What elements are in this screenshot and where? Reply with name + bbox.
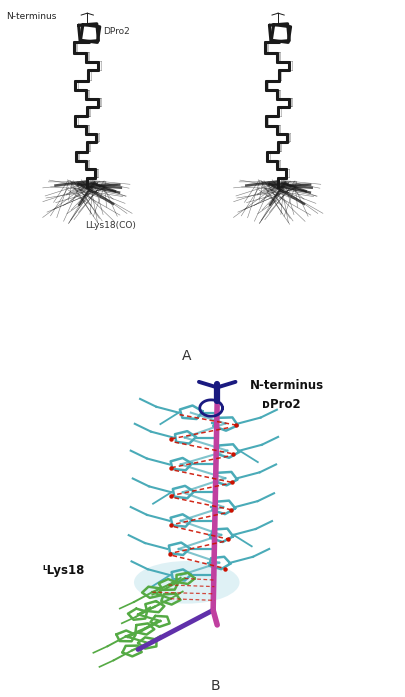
Text: LLys18(CO): LLys18(CO) — [85, 222, 136, 230]
Text: ᴅPro2: ᴅPro2 — [261, 398, 300, 411]
Text: N-terminus: N-terminus — [249, 378, 323, 392]
Ellipse shape — [134, 561, 239, 604]
Text: ᴸLys18: ᴸLys18 — [43, 565, 85, 577]
Text: DPro2: DPro2 — [103, 27, 130, 36]
Text: N-terminus: N-terminus — [6, 13, 56, 22]
Text: B: B — [210, 679, 220, 693]
Text: A: A — [181, 348, 191, 362]
